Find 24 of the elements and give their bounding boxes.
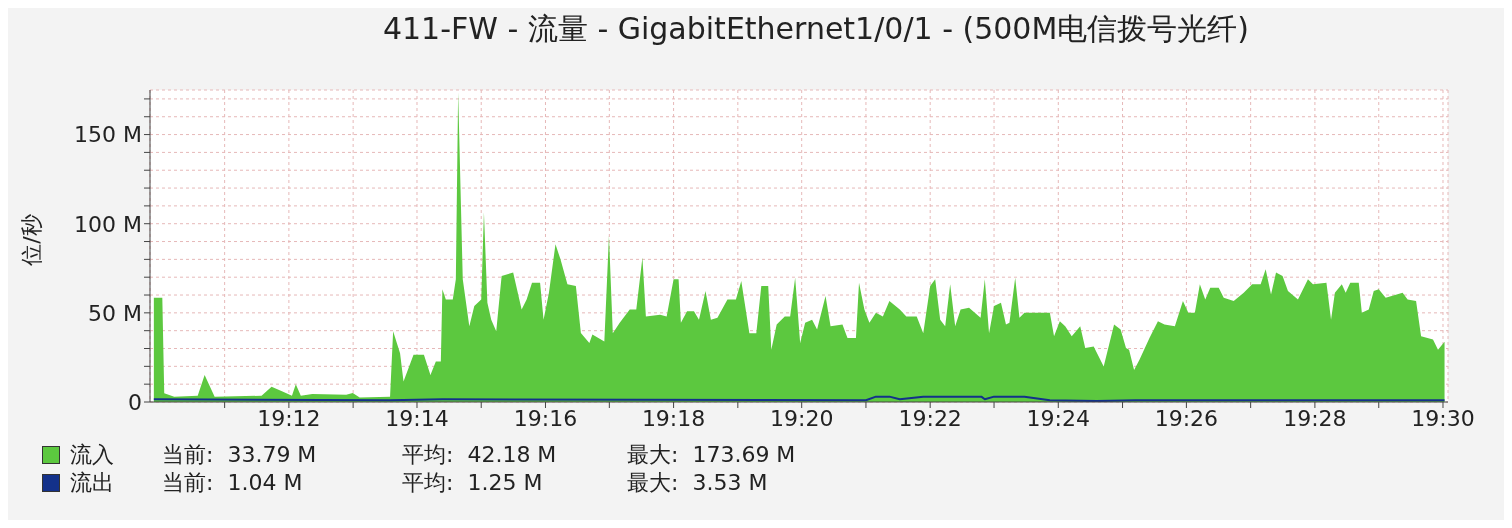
x-tick-label: 19:20	[769, 405, 834, 431]
legend-label: 流入	[70, 441, 115, 469]
x-tick-label: 19:12	[257, 405, 321, 431]
text: 当前: 33.79 M	[162, 441, 318, 469]
y-tick-label: 0	[128, 389, 142, 415]
text: 最大: 173.69 M	[627, 441, 797, 469]
text: 最大: 3.53 M	[627, 469, 769, 497]
x-tick-label: 19:24	[1026, 405, 1090, 431]
x-tick-label: 19:14	[385, 405, 449, 431]
x-tick-label: 19:26	[1154, 405, 1219, 431]
chart-title: 411-FW - 流量 - GigabitEthernet1/0/1 - (500M电信拨号光纤)	[381, 10, 1251, 48]
x-tick-label: 19:28	[1283, 405, 1347, 431]
text: 平均: 1.25 M	[402, 469, 544, 497]
y-tick-label: 150 M	[74, 122, 142, 148]
text: 平均: 42.18 M	[402, 441, 558, 469]
y-tick-label: 50 M	[88, 300, 142, 326]
x-tick-label: 19:18	[641, 405, 706, 431]
text: 当前: 1.04 M	[162, 469, 304, 497]
x-tick-label: 19:16	[513, 405, 578, 431]
y-axis-title: 位/秒	[18, 214, 45, 266]
legend-label: 流出	[70, 469, 115, 497]
x-tick-label: 19:30	[1411, 405, 1475, 431]
x-tick-label: 19:22	[898, 405, 962, 431]
y-tick-label: 100 M	[74, 211, 142, 237]
